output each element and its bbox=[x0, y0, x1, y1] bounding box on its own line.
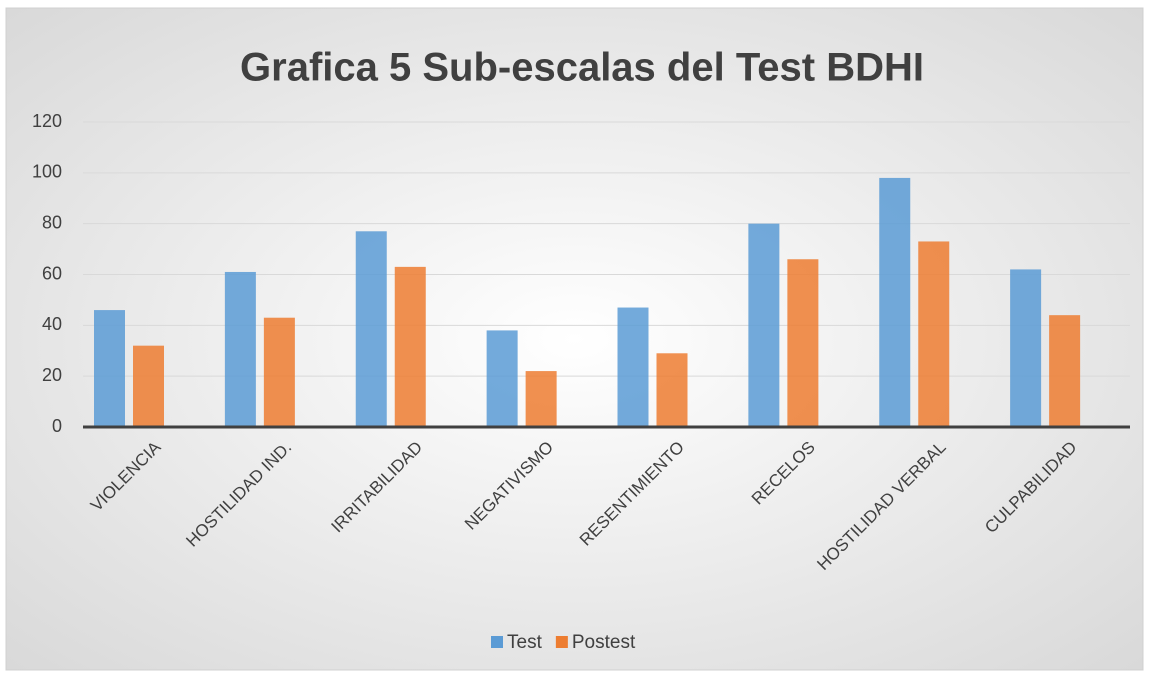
y-tick-label: 60 bbox=[42, 263, 62, 283]
bar bbox=[133, 345, 164, 427]
bar bbox=[94, 310, 125, 427]
y-tick-label: 0 bbox=[52, 416, 62, 436]
chart-background bbox=[5, 7, 1144, 671]
y-tick-label: 40 bbox=[42, 314, 62, 334]
y-tick-label: 100 bbox=[32, 162, 62, 182]
legend-swatch bbox=[491, 636, 503, 648]
legend-label: Postest bbox=[572, 632, 636, 653]
legend-label: Test bbox=[507, 632, 543, 653]
bar bbox=[918, 241, 950, 427]
bar bbox=[1049, 315, 1081, 427]
bar bbox=[879, 177, 911, 427]
bar bbox=[656, 353, 688, 427]
bar bbox=[486, 330, 518, 427]
bar bbox=[224, 271, 256, 427]
y-tick-label: 80 bbox=[42, 212, 62, 232]
bar bbox=[263, 317, 295, 427]
y-tick-label: 120 bbox=[32, 111, 62, 131]
chart-title: Grafica 5 Sub-escalas del Test BDHI bbox=[240, 46, 924, 90]
bar bbox=[525, 371, 557, 427]
y-tick-label: 20 bbox=[42, 365, 62, 385]
legend-swatch bbox=[555, 636, 568, 648]
bar bbox=[617, 307, 649, 427]
bar bbox=[748, 223, 780, 427]
bar bbox=[787, 259, 819, 427]
bar bbox=[355, 231, 387, 427]
bar bbox=[1010, 269, 1042, 427]
bar bbox=[394, 266, 426, 427]
